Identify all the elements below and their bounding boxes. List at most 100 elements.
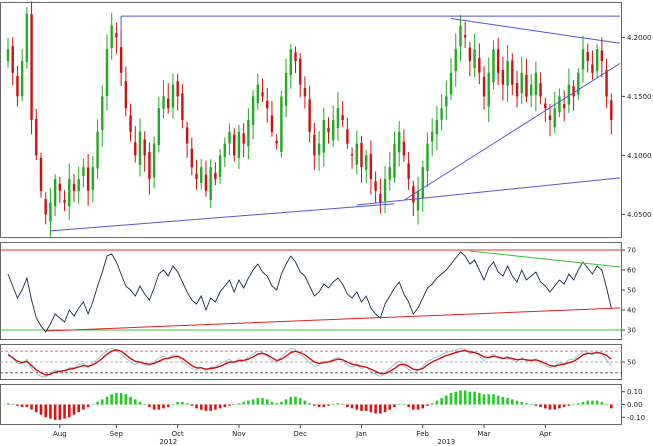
candle-body bbox=[388, 167, 391, 180]
month-label: Mar bbox=[477, 430, 490, 438]
candle-body bbox=[119, 47, 123, 73]
histogram-bar bbox=[166, 404, 170, 408]
price-panel-frame bbox=[0, 2, 622, 238]
rsi-y-tick-label: 50 bbox=[627, 287, 636, 295]
month-label: Apr bbox=[539, 430, 551, 438]
price-y-tick-label: 4.1500 bbox=[627, 93, 652, 101]
histogram-bar bbox=[402, 404, 406, 406]
histogram-bar bbox=[440, 398, 443, 405]
candle-body bbox=[20, 61, 24, 96]
histogram-y-tick-label: 0.00 bbox=[627, 401, 643, 409]
candle-body bbox=[515, 83, 519, 97]
candle-body bbox=[421, 167, 424, 199]
candle-body bbox=[365, 155, 368, 170]
rsi-y-tick-label: 70 bbox=[627, 247, 636, 255]
candle-body bbox=[266, 100, 269, 109]
histogram-bar bbox=[11, 404, 15, 406]
histogram-bar bbox=[129, 396, 132, 405]
histogram-bar bbox=[308, 403, 311, 405]
histogram-bar bbox=[609, 404, 613, 409]
candle-body bbox=[289, 49, 292, 76]
histogram-y-tick-label: 0.10 bbox=[627, 388, 643, 396]
histogram-bar bbox=[539, 404, 542, 408]
candle-body bbox=[360, 142, 363, 168]
histogram-bar bbox=[459, 390, 462, 405]
histogram-bar bbox=[553, 404, 557, 410]
candle-body bbox=[341, 115, 344, 120]
candle-body bbox=[6, 49, 10, 61]
candle-body bbox=[171, 84, 175, 108]
candle-body bbox=[332, 120, 335, 141]
candle-body bbox=[562, 104, 566, 109]
candle-body bbox=[200, 167, 203, 184]
histogram-bar bbox=[496, 395, 500, 405]
month-label: Jan bbox=[355, 430, 367, 438]
candle-body bbox=[435, 120, 439, 135]
histogram-bar bbox=[162, 404, 165, 409]
histogram-bar bbox=[430, 403, 434, 405]
candle-body bbox=[152, 143, 156, 178]
histogram-bar bbox=[331, 404, 335, 406]
price-y-tick-label: 4.1000 bbox=[627, 152, 652, 160]
histogram-bar bbox=[478, 392, 481, 405]
candle-body bbox=[430, 131, 434, 142]
candle-body bbox=[30, 14, 33, 121]
histogram-bar bbox=[412, 404, 415, 410]
candle-body bbox=[115, 33, 118, 38]
candle-body bbox=[134, 142, 137, 156]
month-label: Oct bbox=[172, 430, 184, 438]
candle-body bbox=[91, 167, 95, 190]
histogram-bar bbox=[567, 404, 571, 406]
histogram-bar bbox=[454, 391, 458, 405]
histogram-bar bbox=[548, 404, 552, 410]
histogram-bar bbox=[91, 404, 95, 406]
histogram-bar bbox=[20, 404, 24, 408]
time-axis: Aug Sep Oct Nov Dec Jan Feb Mar Apr 2012 2013 bbox=[53, 425, 551, 446]
histogram-bar bbox=[214, 404, 217, 410]
candle-body bbox=[525, 74, 528, 97]
histogram-bar bbox=[115, 392, 118, 405]
histogram-bar bbox=[190, 404, 194, 406]
histogram-bar bbox=[67, 404, 71, 418]
histogram-bar bbox=[350, 404, 354, 409]
rsi-lower-trendline bbox=[45, 307, 621, 332]
histogram-bar bbox=[435, 400, 439, 405]
candle-body bbox=[195, 173, 198, 179]
histogram-bar bbox=[426, 404, 429, 406]
candle-body bbox=[463, 35, 467, 38]
price-panel: 4.0500 4.1000 4.1500 4.2000 bbox=[0, 1, 652, 238]
trendline-bottom-channel bbox=[356, 177, 621, 206]
rsi-panel-frame bbox=[0, 242, 622, 340]
price-y-tick-label: 4.2000 bbox=[627, 34, 652, 42]
histogram-bar bbox=[515, 400, 519, 405]
candle-body bbox=[261, 92, 264, 97]
histogram-bar bbox=[322, 404, 326, 408]
histogram-bar bbox=[72, 404, 76, 415]
candle-body bbox=[492, 49, 495, 83]
candle-body bbox=[77, 179, 80, 192]
histogram-bar bbox=[256, 398, 260, 405]
histogram-bar bbox=[181, 401, 184, 405]
candle-body bbox=[369, 154, 373, 179]
histogram-bar bbox=[600, 401, 604, 405]
candle-body bbox=[374, 181, 377, 191]
histogram-bar bbox=[317, 404, 321, 408]
histogram-bar bbox=[336, 403, 340, 405]
candle-body bbox=[181, 93, 184, 120]
candle-body bbox=[496, 49, 500, 73]
histogram-bar bbox=[280, 401, 283, 405]
candle-body bbox=[129, 115, 132, 132]
histogram-bar bbox=[284, 399, 288, 405]
histogram-bar bbox=[558, 404, 561, 409]
candle-body bbox=[416, 190, 420, 211]
histogram-bar bbox=[289, 396, 293, 405]
candle-body bbox=[25, 13, 29, 62]
histogram-bar bbox=[204, 404, 208, 411]
histogram-panel: 0.10 0.00 -0.10 bbox=[0, 384, 645, 425]
year-label: 2013 bbox=[437, 438, 455, 446]
candle-body bbox=[242, 133, 245, 144]
histogram-bar bbox=[369, 404, 373, 413]
candle-body bbox=[143, 139, 146, 156]
histogram-bar bbox=[133, 399, 137, 405]
